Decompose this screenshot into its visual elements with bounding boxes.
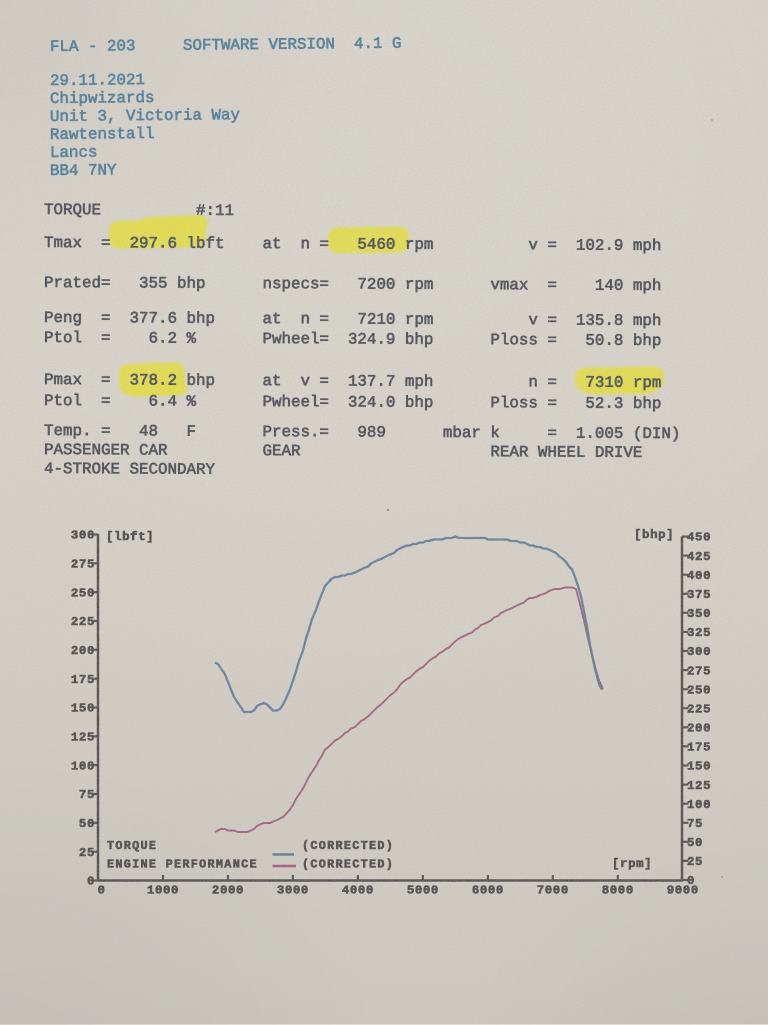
svg-text:[bhp]: [bhp] [634, 528, 674, 542]
svg-text:6000: 6000 [472, 883, 504, 897]
svg-text:0: 0 [87, 874, 95, 888]
svg-text:1000: 1000 [147, 883, 179, 897]
svg-text:375: 375 [687, 588, 711, 602]
svg-text:300: 300 [71, 528, 95, 542]
svg-text:275: 275 [687, 664, 711, 678]
svg-text:25: 25 [79, 846, 95, 860]
svg-text:0: 0 [97, 883, 105, 897]
svg-text:100: 100 [71, 759, 95, 773]
svg-text:25: 25 [687, 855, 703, 869]
svg-text:175: 175 [71, 673, 95, 687]
svg-text:9000: 9000 [667, 883, 699, 897]
svg-text:(CORRECTED): (CORRECTED) [302, 839, 394, 853]
svg-text:TORQUE: TORQUE [107, 839, 157, 853]
svg-text:225: 225 [71, 615, 95, 629]
svg-text:250: 250 [71, 586, 95, 600]
svg-text:50: 50 [79, 817, 95, 831]
svg-text:4000: 4000 [342, 883, 374, 897]
svg-text:[lbft]: [lbft] [106, 530, 154, 544]
svg-text:450: 450 [687, 530, 711, 544]
svg-text:8000: 8000 [602, 883, 634, 897]
svg-text:350: 350 [687, 607, 711, 621]
svg-text:100: 100 [687, 798, 711, 812]
svg-text:75: 75 [79, 788, 95, 802]
svg-text:250: 250 [687, 683, 711, 697]
svg-text:50: 50 [687, 836, 703, 850]
svg-text:400: 400 [687, 569, 711, 583]
svg-text:200: 200 [687, 721, 711, 735]
svg-text:75: 75 [687, 817, 703, 831]
svg-text:225: 225 [687, 702, 711, 716]
svg-text:325: 325 [687, 626, 711, 640]
svg-text:150: 150 [687, 759, 711, 773]
svg-text:[rpm]: [rpm] [612, 857, 652, 871]
svg-text:425: 425 [687, 549, 711, 563]
svg-text:2000: 2000 [212, 883, 244, 897]
svg-text:3000: 3000 [277, 883, 309, 897]
svg-text:7000: 7000 [537, 883, 569, 897]
svg-text:150: 150 [71, 701, 95, 715]
svg-text:(CORRECTED): (CORRECTED) [302, 857, 394, 871]
svg-text:5000: 5000 [407, 883, 439, 897]
svg-text:275: 275 [71, 557, 95, 571]
svg-text:200: 200 [71, 644, 95, 658]
svg-text:125: 125 [687, 778, 711, 792]
svg-text:125: 125 [71, 730, 95, 744]
svg-text:300: 300 [687, 645, 711, 659]
svg-text:ENGINE PERFORMANCE: ENGINE PERFORMANCE [107, 857, 258, 871]
svg-text:175: 175 [687, 740, 711, 754]
